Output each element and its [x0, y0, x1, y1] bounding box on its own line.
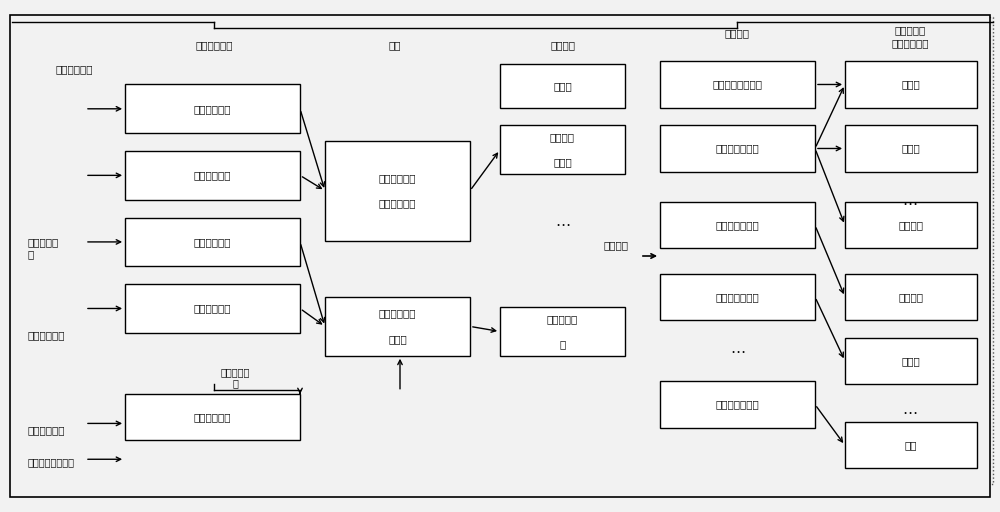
Bar: [112, 28, 317, 384]
Text: 压力阀: 压力阀: [902, 79, 920, 90]
Text: 实时环境信息: 实时环境信息: [28, 330, 66, 340]
Text: 加热设备控制器: 加热设备控制器: [716, 220, 759, 230]
Bar: [660, 274, 815, 320]
Bar: [500, 64, 625, 108]
Text: 制冷设备控制器: 制冷设备控制器: [716, 292, 759, 302]
Bar: [500, 307, 625, 356]
Bar: [648, 22, 826, 474]
Text: 继电器: 继电器: [553, 81, 572, 91]
Bar: [500, 125, 625, 174]
Text: 压缩机: 压缩机: [902, 356, 920, 366]
Text: 器: 器: [559, 339, 566, 349]
Text: 环境热工参数: 环境热工参数: [194, 304, 231, 313]
Bar: [638, 17, 993, 484]
Text: 风机: 风机: [905, 440, 917, 451]
Bar: [845, 422, 977, 468]
Bar: [845, 202, 977, 248]
Text: 电源电路开关器件: 电源电路开关器件: [712, 79, 763, 90]
Bar: [660, 202, 815, 248]
Text: 电加热器: 电加热器: [898, 292, 924, 302]
Bar: [125, 284, 300, 333]
Bar: [833, 22, 986, 474]
Text: 阀门电动执行器: 阀门电动执行器: [716, 143, 759, 154]
Text: …: …: [902, 193, 918, 208]
Text: 用电负荷设备: 用电负荷设备: [891, 38, 929, 48]
Bar: [845, 274, 977, 320]
Bar: [660, 125, 815, 172]
Bar: [845, 338, 977, 384]
Bar: [845, 125, 977, 172]
Text: 策略: 策略: [389, 40, 401, 50]
Text: 电动阀门: 电动阀门: [550, 132, 575, 142]
Text: 电能质量参数: 电能质量参数: [194, 170, 231, 180]
Text: 实时参数采集: 实时参数采集: [195, 40, 233, 50]
Bar: [325, 141, 470, 241]
Text: 电力用户侧: 电力用户侧: [894, 25, 926, 35]
Text: …: …: [555, 214, 571, 229]
Text: 控制模块: 控制模块: [550, 40, 576, 50]
Text: …: …: [730, 340, 746, 356]
Bar: [488, 28, 638, 384]
Text: 控制器: 控制器: [553, 158, 572, 167]
Text: 实时热工参
数: 实时热工参 数: [28, 238, 59, 259]
Text: 控制电流: 控制电流: [603, 240, 628, 250]
Text: 他控控制策略: 他控控制策略: [194, 412, 231, 422]
Bar: [125, 394, 300, 440]
Text: 的执行: 的执行: [388, 334, 407, 344]
Text: 排风鄀门: 排风鄀门: [898, 220, 924, 230]
Bar: [325, 297, 470, 356]
Text: 自控控制策略: 自控控制策略: [379, 173, 416, 183]
Bar: [125, 151, 300, 200]
Text: 他控控制策略: 他控控制策略: [379, 309, 416, 318]
Text: 的生成与执行: 的生成与执行: [379, 199, 416, 208]
Text: 基本电工参数: 基本电工参数: [194, 104, 231, 114]
Text: 设备热工参数: 设备热工参数: [194, 237, 231, 247]
Text: 控制单元: 控制单元: [724, 28, 750, 38]
Bar: [310, 28, 480, 384]
Text: 电力系统信息: 电力系统信息: [28, 425, 66, 435]
Text: 流量鄀: 流量鄀: [902, 143, 920, 154]
Bar: [125, 84, 300, 133]
Bar: [660, 381, 815, 428]
Text: 实时电工参数: 实时电工参数: [55, 64, 92, 74]
Text: 设备能耗属性参数: 设备能耗属性参数: [28, 457, 75, 467]
Text: 风机转速控制器: 风机转速控制器: [716, 399, 759, 410]
Bar: [125, 218, 300, 266]
Bar: [845, 61, 977, 108]
Bar: [660, 61, 815, 108]
Text: …: …: [902, 402, 918, 417]
Text: 温湿度控制: 温湿度控制: [547, 314, 578, 324]
Text: 实时监测参
数: 实时监测参 数: [220, 367, 250, 389]
